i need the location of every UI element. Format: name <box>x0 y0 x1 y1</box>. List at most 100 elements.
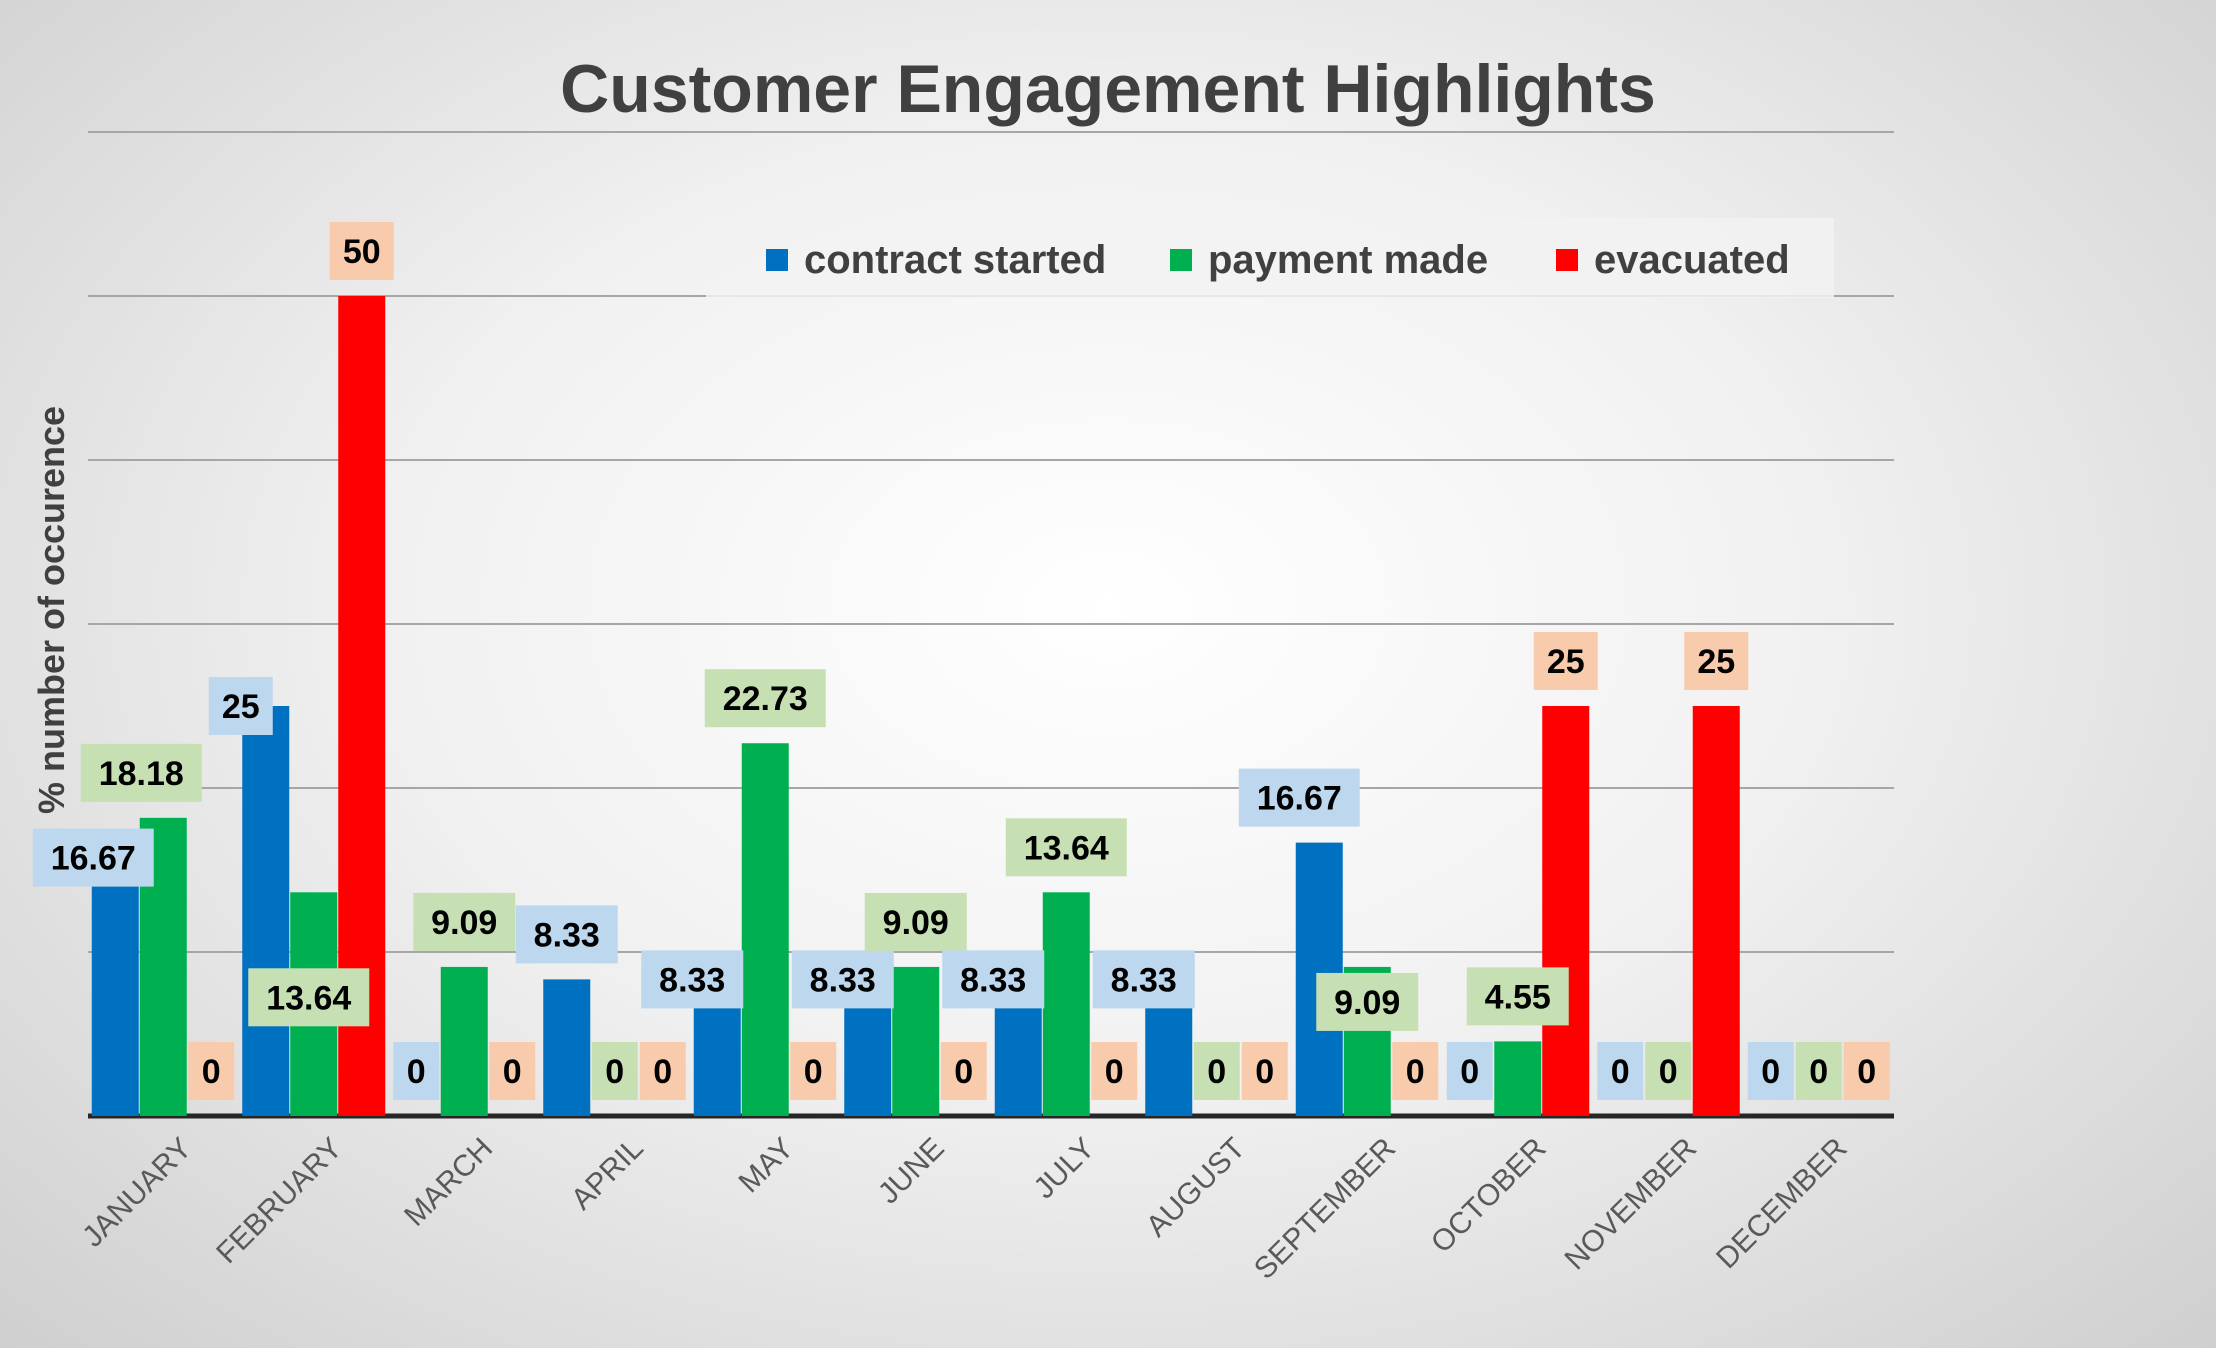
data-label-value: 0 <box>954 1053 973 1091</box>
bar-evacuated-november <box>1692 706 1740 1116</box>
data-label-evacuated-december: 0 <box>1843 1042 1890 1100</box>
x-tick-label-january: JANUARY <box>76 1132 198 1254</box>
data-label-evacuated-august: 0 <box>1241 1042 1288 1100</box>
data-label-value: 0 <box>503 1053 522 1091</box>
bar-payment-made-may <box>741 743 789 1116</box>
data-label-contract-started-may: 8.33 <box>641 950 744 1009</box>
data-label-background <box>1684 632 1749 690</box>
data-label-evacuated-march: 0 <box>489 1042 536 1100</box>
x-tick-label-april: APRIL <box>565 1132 650 1217</box>
data-label-evacuated-may: 0 <box>790 1042 837 1100</box>
bar-contract-started-april <box>543 979 591 1116</box>
legend-item-payment-made: payment made <box>1170 238 1488 282</box>
data-label-contract-started-january: 16.67 <box>32 828 154 887</box>
data-label-value: 16.67 <box>51 840 136 878</box>
y-axis-label: % number of occurence <box>31 406 72 814</box>
chart-title: Customer Engagement Highlights <box>560 51 1656 127</box>
data-label-background <box>329 222 394 280</box>
data-label-background <box>791 950 894 1009</box>
data-label-evacuated-june: 0 <box>940 1042 987 1100</box>
data-label-background <box>1597 1042 1644 1100</box>
data-label-evacuated-february: 50 <box>329 222 394 280</box>
x-tick-label-february: FEBRUARY <box>210 1132 348 1270</box>
data-label-background <box>1316 972 1419 1031</box>
data-label-background <box>515 905 618 964</box>
data-label-evacuated-november: 25 <box>1684 632 1749 690</box>
data-label-value: 0 <box>1611 1053 1630 1091</box>
data-label-value: 13.64 <box>1024 829 1109 867</box>
data-label-background <box>591 1042 638 1100</box>
data-label-value: 9.09 <box>883 904 949 942</box>
data-label-value: 16.67 <box>1257 780 1342 818</box>
data-label-payment-made-december: 0 <box>1795 1042 1842 1100</box>
data-label-value: 0 <box>605 1053 624 1091</box>
data-label-payment-made-january: 18.18 <box>80 743 202 802</box>
data-label-background <box>188 1042 235 1100</box>
data-label-background <box>790 1042 837 1100</box>
legend-swatch <box>1556 249 1578 271</box>
data-label-value: 0 <box>407 1053 426 1091</box>
data-label-value: 9.09 <box>431 904 497 942</box>
data-label-value: 8.33 <box>534 916 600 954</box>
data-label-value: 0 <box>653 1053 672 1091</box>
data-label-background <box>208 677 273 735</box>
data-label-payment-made-february: 13.64 <box>248 968 370 1027</box>
data-label-evacuated-october: 25 <box>1533 632 1598 690</box>
data-label-value: 0 <box>1105 1053 1124 1091</box>
x-axis-ticks: JANUARY FEBRUARY MARCH APRIL MAY JUNE JULY AUGU… <box>76 1132 1853 1286</box>
data-label-background <box>1446 1042 1493 1100</box>
data-label-contract-started-march: 0 <box>393 1042 440 1100</box>
x-tick-label-march: MARCH <box>398 1132 499 1233</box>
data-label-value: 4.55 <box>1485 978 1551 1016</box>
x-tick-label-december: DECEMBER <box>1710 1132 1854 1276</box>
legend-item-contract-started: contract started <box>766 238 1106 282</box>
data-label-value: 50 <box>343 233 381 271</box>
data-label-background <box>489 1042 536 1100</box>
data-label-contract-started-december: 0 <box>1747 1042 1794 1100</box>
data-label-background <box>704 669 826 728</box>
data-label-background <box>1091 1042 1138 1100</box>
data-label-evacuated-april: 0 <box>639 1042 686 1100</box>
data-label-background <box>1092 950 1195 1009</box>
data-label-value: 25 <box>1697 643 1735 681</box>
data-label-value: 25 <box>1547 643 1585 681</box>
x-tick-label-july: JULY <box>1028 1132 1102 1206</box>
data-label-value: 0 <box>1809 1053 1828 1091</box>
data-label-payment-made-may: 22.73 <box>704 669 826 728</box>
data-label-payment-made-november: 0 <box>1645 1042 1692 1100</box>
data-label-evacuated-july: 0 <box>1091 1042 1138 1100</box>
data-label-value: 0 <box>202 1053 221 1091</box>
bar-contract-started-february <box>242 706 290 1116</box>
data-label-background <box>32 828 154 887</box>
data-label-background <box>393 1042 440 1100</box>
data-label-background <box>1645 1042 1692 1100</box>
data-label-payment-made-july: 13.64 <box>1005 818 1127 877</box>
legend: contract started payment made evacuated <box>706 218 1834 298</box>
data-label-value: 25 <box>222 688 260 726</box>
data-label-contract-started-february: 25 <box>208 677 273 735</box>
data-label-value: 0 <box>1406 1053 1425 1091</box>
data-label-background <box>1747 1042 1794 1100</box>
x-tick-label-august: AUGUST <box>1140 1132 1252 1244</box>
data-label-background <box>1466 967 1569 1026</box>
x-tick-label-june: JUNE <box>872 1132 951 1211</box>
data-label-value: 8.33 <box>1111 961 1177 999</box>
data-label-background <box>1241 1042 1288 1100</box>
data-label-background <box>1005 818 1127 877</box>
legend-item-evacuated: evacuated <box>1556 238 1790 282</box>
x-tick-label-november: NOVEMBER <box>1558 1132 1703 1277</box>
data-label-payment-made-march: 9.09 <box>413 892 516 951</box>
data-label-payment-made-april: 0 <box>591 1042 638 1100</box>
data-label-contract-started-april: 8.33 <box>515 905 618 964</box>
bar-payment-made-march <box>440 966 488 1116</box>
data-label-value: 18.18 <box>99 755 184 793</box>
data-label-value: 0 <box>1857 1053 1876 1091</box>
data-label-value: 0 <box>1659 1053 1678 1091</box>
bar-payment-made-october <box>1494 1041 1542 1116</box>
data-label-value: 0 <box>1761 1053 1780 1091</box>
data-label-background <box>1392 1042 1439 1100</box>
data-label-background <box>1795 1042 1842 1100</box>
data-label-contract-started-august: 8.33 <box>1092 950 1195 1009</box>
